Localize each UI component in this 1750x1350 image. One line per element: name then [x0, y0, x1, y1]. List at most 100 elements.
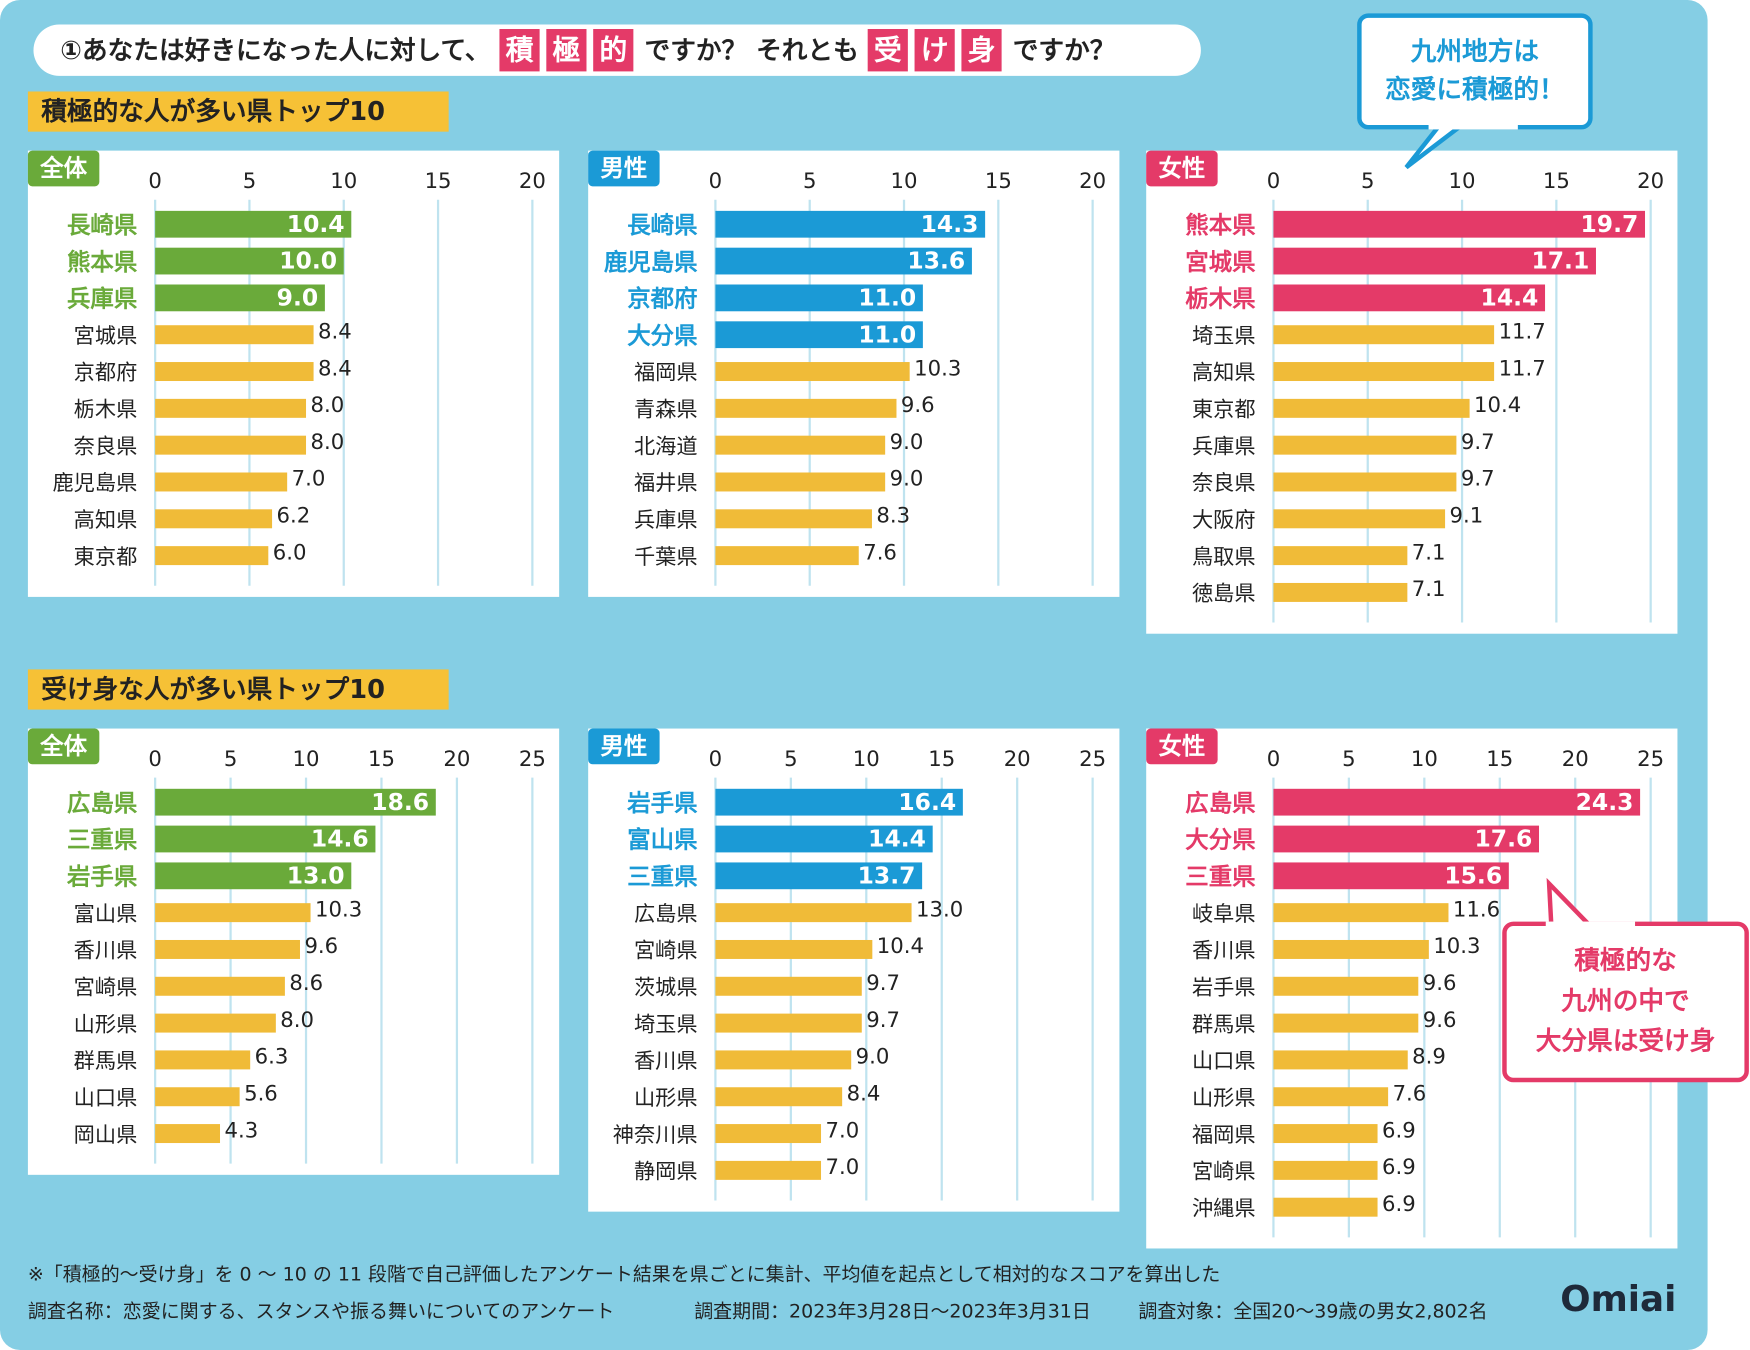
- bar: [1273, 284, 1546, 312]
- question-text: ①あなたは好きになった人に対して、: [60, 36, 490, 66]
- question-highlight: 積: [506, 33, 534, 66]
- bar: [155, 247, 344, 275]
- value-label: 17.1: [1531, 247, 1589, 275]
- panel-tag: [27, 728, 100, 765]
- bar: [155, 1013, 276, 1033]
- category-label: 鹿児島県: [604, 248, 698, 276]
- value-label: 6.0: [273, 539, 307, 564]
- bar: [715, 362, 910, 382]
- category-label: 兵庫県: [67, 285, 138, 313]
- value-label: 7.6: [863, 539, 897, 564]
- callout-text: 大分県は受け身: [1536, 1026, 1716, 1057]
- panel-title: 男性: [600, 154, 647, 182]
- category-label: 宮崎県: [634, 938, 698, 963]
- category-label: 長崎県: [67, 211, 138, 239]
- value-label: 7.0: [292, 466, 326, 491]
- x-tick-label: 20: [1079, 168, 1106, 193]
- x-tick-label: 15: [368, 746, 395, 771]
- x-tick-label: 0: [1267, 746, 1280, 771]
- question-highlight: 受: [874, 33, 902, 66]
- bar: [1273, 788, 1641, 816]
- bar: [155, 1087, 240, 1107]
- bar: [1273, 862, 1509, 890]
- bar: [1273, 247, 1596, 275]
- value-label: 6.2: [277, 503, 311, 528]
- category-label: 鳥取県: [1192, 544, 1256, 569]
- panel-title: 女性: [1158, 154, 1205, 182]
- question-highlight: 身: [968, 33, 996, 66]
- survey-name: 調査名称：恋愛に関する、スタンスや振る舞いについてのアンケート: [28, 1301, 614, 1323]
- value-label: 14.6: [311, 825, 369, 853]
- value-label: 11.6: [1453, 896, 1500, 921]
- bar: [1273, 1124, 1378, 1144]
- value-label: 9.1: [1450, 503, 1484, 528]
- x-tick-label: 20: [1004, 746, 1031, 771]
- bar: [715, 509, 872, 529]
- value-label: 6.9: [1382, 1117, 1416, 1142]
- panel-title: 全体: [39, 732, 87, 760]
- category-label: 熊本県: [67, 248, 138, 276]
- category-label: 高知県: [1192, 360, 1256, 385]
- bar: [1273, 903, 1449, 923]
- value-label: 11.7: [1499, 355, 1546, 380]
- x-tick-label: 15: [425, 168, 452, 193]
- category-label: 福井県: [634, 470, 698, 495]
- bar: [715, 472, 886, 492]
- category-label: 岩手県: [626, 789, 698, 817]
- bar: [1273, 825, 1540, 853]
- category-label: 栃木県: [74, 397, 138, 422]
- value-label: 17.6: [1475, 825, 1533, 853]
- value-label: 8.4: [847, 1081, 881, 1106]
- x-tick-label: 10: [293, 746, 320, 771]
- category-label: 京都府: [74, 360, 138, 385]
- panel-title: 男性: [600, 732, 647, 760]
- category-label: 富山県: [627, 826, 698, 854]
- category-label: 静岡県: [634, 1159, 698, 1184]
- category-label: 香川県: [1192, 938, 1256, 963]
- bar: [715, 788, 963, 816]
- category-label: 山口県: [74, 1085, 138, 1110]
- callout-tail-cover: [1545, 921, 1636, 931]
- value-label: 7.1: [1412, 576, 1446, 601]
- bar: [1273, 1197, 1378, 1217]
- x-tick-label: 0: [709, 746, 722, 771]
- highlight-box: [961, 29, 1002, 72]
- value-label: 19.7: [1581, 210, 1639, 238]
- bar: [1273, 976, 1419, 996]
- value-label: 9.7: [1461, 466, 1495, 491]
- value-label: 18.6: [371, 788, 429, 816]
- x-tick-label: 10: [1449, 168, 1476, 193]
- value-label: 9.6: [304, 933, 338, 958]
- value-label: 10.0: [279, 247, 337, 275]
- category-label: 福岡県: [1192, 1122, 1256, 1147]
- survey-period: 調査期間：2023年3月28日〜2023年3月31日: [694, 1301, 1091, 1323]
- bar: [715, 210, 986, 238]
- bar: [1273, 546, 1408, 566]
- category-label: 岩手県: [66, 863, 138, 891]
- value-label: 13.6: [907, 247, 965, 275]
- category-label: 茨城県: [634, 975, 698, 1000]
- highlight-box: [914, 29, 955, 72]
- highlight-box: [593, 29, 634, 72]
- value-label: 8.0: [310, 392, 344, 417]
- category-label: 徳島県: [1192, 581, 1256, 606]
- section-tag: [27, 91, 449, 132]
- bar: [1273, 472, 1457, 492]
- bar: [155, 472, 288, 492]
- value-label: 9.6: [1423, 970, 1457, 995]
- panel-tag: [588, 728, 660, 765]
- x-tick-label: 5: [224, 746, 237, 771]
- bar: [1273, 509, 1446, 529]
- x-tick-label: 25: [1637, 746, 1664, 771]
- x-tick-label: 5: [243, 168, 256, 193]
- category-label: 広島県: [67, 789, 138, 817]
- highlight-box: [867, 29, 908, 72]
- section-tag: [27, 669, 449, 710]
- value-label: 9.6: [901, 392, 935, 417]
- value-label: 14.4: [868, 825, 926, 853]
- bar: [155, 362, 314, 382]
- panel-tag: [588, 150, 660, 187]
- bar: [155, 1124, 221, 1144]
- highlight-box: [499, 29, 540, 72]
- bar: [715, 862, 923, 890]
